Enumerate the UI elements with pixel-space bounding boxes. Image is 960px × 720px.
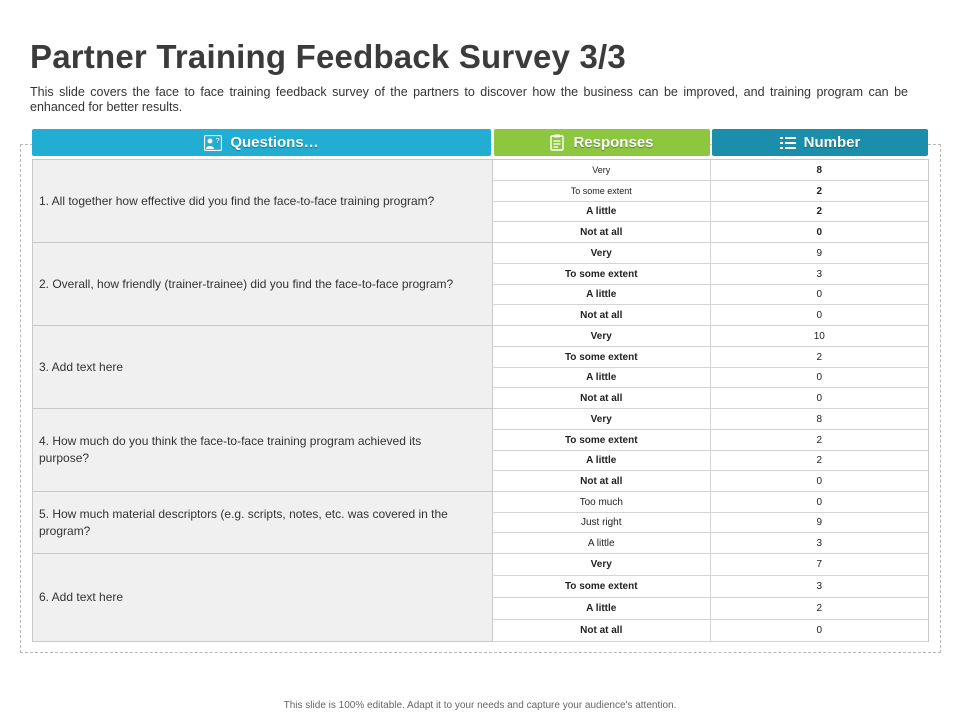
response-row: A little 3 (493, 533, 928, 554)
question-text: 6. Add text here (39, 590, 124, 604)
response-number: 0 (816, 372, 823, 383)
users-question-icon: ? (204, 134, 223, 151)
response-number: 8 (816, 413, 823, 425)
response-label: A little (493, 533, 711, 553)
response-row: Not at all 0 (493, 471, 928, 492)
response-number: 0 (816, 289, 823, 300)
response-number: 2 (816, 206, 823, 217)
response-number: 10 (813, 330, 825, 342)
response-row: To some extent 2 (493, 430, 928, 451)
response-row: Very 8 (493, 160, 928, 181)
response-row: To some extent 3 (493, 264, 928, 285)
clipboard-icon (550, 134, 565, 151)
response-number: 2 (816, 434, 823, 446)
response-label: A little (493, 285, 711, 304)
list-icon (779, 136, 796, 150)
response-row: A little 2 (493, 202, 928, 222)
response-number: 0 (816, 496, 823, 508)
response-row: Very 7 (493, 554, 928, 576)
question-cell: 6. Add text here (33, 554, 492, 642)
response-row: Just right 9 (493, 513, 928, 533)
response-number: 0 (816, 475, 823, 487)
response-number: 0 (816, 309, 823, 321)
response-label: Very (493, 554, 711, 575)
response-number: 2 (816, 351, 823, 363)
response-row: Very 10 (493, 326, 928, 347)
response-label: To some extent (493, 181, 711, 201)
response-number: 3 (816, 581, 823, 592)
responses-column: Very 8 To some extent 2 A little 2 Not at a… (493, 159, 929, 642)
response-label: A little (493, 368, 711, 387)
response-number: 2 (816, 185, 823, 197)
question-text: 2. Overall, how friendly (trainer-traine… (39, 276, 454, 291)
response-label: A little (493, 451, 711, 470)
response-number: 7 (816, 559, 823, 570)
response-row: A little 0 (493, 285, 928, 305)
response-number: 9 (816, 517, 823, 528)
response-row: Too much 0 (493, 492, 928, 513)
responses-header: Responses (494, 129, 710, 156)
response-row: Not at all 0 (493, 305, 928, 326)
page-subtitle: This slide covers the face to face train… (30, 85, 908, 114)
questions-column: 1. All together how effective did you fi… (32, 159, 493, 642)
response-row: Not at all 0 (493, 388, 928, 409)
response-label: Too much (493, 492, 711, 512)
response-label: Very (493, 160, 711, 180)
response-row: A little 2 (493, 451, 928, 471)
response-label: Not at all (493, 620, 711, 641)
response-row: Not at all 0 (493, 620, 928, 642)
question-cell: 3. Add text here (33, 326, 492, 409)
response-label: To some extent (493, 347, 711, 367)
svg-text:?: ? (216, 138, 220, 145)
response-label: Very (493, 243, 711, 263)
response-number: 8 (816, 164, 823, 176)
response-label: A little (493, 202, 711, 221)
response-row: To some extent 2 (493, 181, 928, 202)
question-text: 4. How much do you think the face-to-fac… (39, 434, 422, 465)
responses-header-label: Responses (573, 134, 654, 151)
question-text: 5. How much material descriptors (e.g. s… (39, 506, 448, 538)
response-number: 9 (816, 247, 823, 259)
response-row: To some extent 2 (493, 347, 928, 368)
response-number: 2 (816, 455, 823, 466)
response-number: 2 (816, 603, 823, 614)
response-row: Not at all 0 (493, 222, 928, 243)
question-text: 1. All together how effective did you fi… (39, 193, 435, 208)
response-label: To some extent (493, 430, 711, 450)
response-label: Not at all (493, 388, 711, 408)
response-row: Very 8 (493, 409, 928, 430)
questions-header: ? Questions… (32, 129, 491, 156)
number-header-label: Number (803, 134, 861, 151)
response-number: 0 (816, 392, 823, 404)
response-label: Very (493, 326, 711, 346)
response-label: Not at all (493, 305, 711, 325)
response-row: A little 2 (493, 598, 928, 620)
response-label: To some extent (493, 264, 711, 284)
response-label: A little (493, 598, 711, 619)
response-row: A little 0 (493, 368, 928, 388)
response-number: 3 (816, 537, 823, 549)
response-number: 3 (816, 268, 823, 280)
response-label: Very (493, 409, 711, 429)
question-cell: 2. Overall, how friendly (trainer-traine… (33, 243, 492, 326)
footer-note: This slide is 100% editable. Adapt it to… (283, 700, 677, 711)
response-row: To some extent 3 (493, 576, 928, 598)
question-text: 3. Add text here (39, 359, 124, 374)
question-cell: 1. All together how effective did you fi… (33, 160, 492, 243)
question-cell: 5. How much material descriptors (e.g. s… (33, 492, 492, 554)
response-number: 0 (816, 226, 823, 238)
response-number: 0 (816, 625, 823, 636)
question-cell: 4. How much do you think the face-to-fac… (33, 409, 492, 492)
response-label: To some extent (493, 576, 711, 597)
response-row: Very 9 (493, 243, 928, 264)
response-label: Just right (493, 513, 711, 532)
response-label: Not at all (493, 222, 711, 242)
number-header: Number (712, 129, 928, 156)
questions-header-label: Questions… (230, 134, 319, 151)
response-label: Not at all (493, 471, 711, 491)
page-title: Partner Training Feedback Survey 3/3 (30, 38, 626, 75)
